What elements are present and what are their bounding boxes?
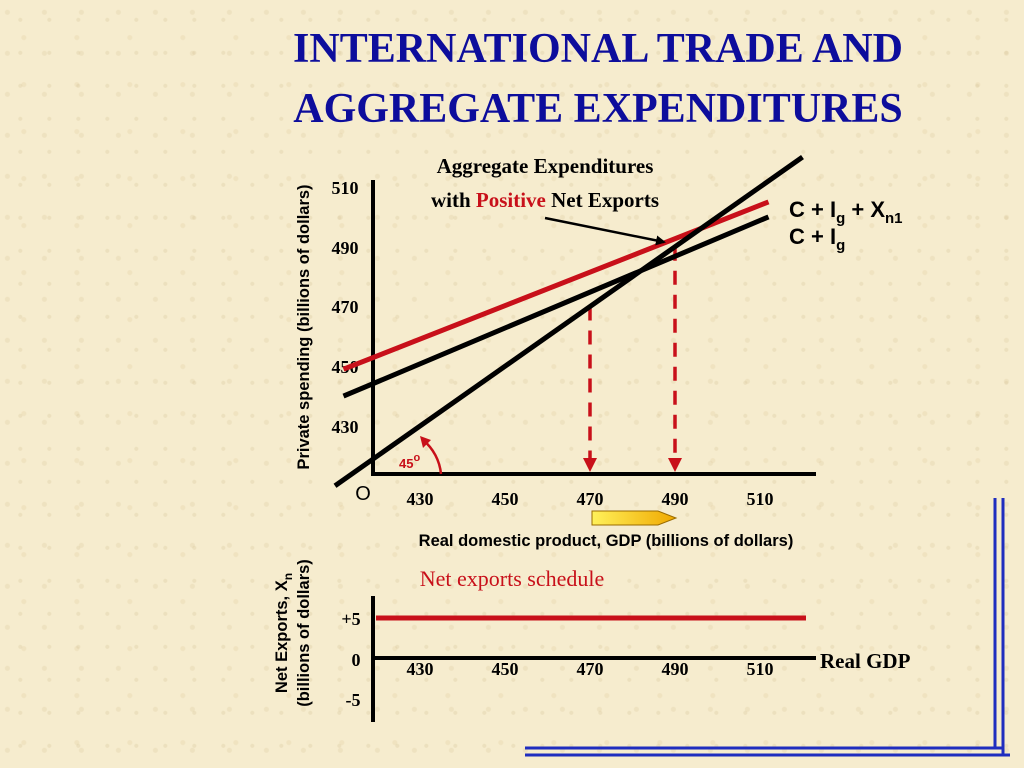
- annotation-arrow: [544, 216, 666, 246]
- bottom-x-tick: 430: [407, 659, 434, 679]
- top-y-tick: 490: [332, 238, 359, 258]
- top-x-tick: 450: [492, 489, 519, 509]
- c-plus-ig-line: [342, 214, 770, 399]
- top-y-ticks: 510 490 470 450 430: [332, 178, 359, 437]
- equilibrium-arrowhead-490: [668, 458, 682, 472]
- bottom-y-tick: +5: [341, 609, 360, 629]
- c-plus-ig-label: C + Ig: [789, 224, 845, 254]
- bottom-y-axis-label-1: Net Exports, Xn: [273, 573, 295, 693]
- equilibrium-arrowhead-470: [583, 458, 597, 472]
- top-x-tick: 430: [407, 489, 434, 509]
- forty-five-degree-line: [333, 155, 804, 488]
- top-y-tick: 470: [332, 297, 359, 317]
- title-line-2: AGGREGATE EXPENDITURES: [293, 86, 903, 132]
- bottom-x-tick: 450: [492, 659, 519, 679]
- title-line-1: INTERNATIONAL TRADE AND: [293, 26, 903, 72]
- annotation-line-2: with Positive Net Exports: [431, 188, 659, 212]
- top-y-axis-label: Private spending (billions of dollars): [295, 184, 313, 469]
- top-x-axis-label: Real domestic product, GDP (billions of …: [419, 532, 794, 550]
- angle-arc-arrowhead: [420, 436, 431, 448]
- decorative-border: [525, 498, 1010, 757]
- bottom-x-axis-label: Real GDP: [820, 649, 911, 673]
- bottom-x-tick: 490: [662, 659, 689, 679]
- bottom-chart: Net Exports, Xn (billions of dollars) Ne…: [273, 559, 911, 722]
- top-x-tick: 510: [747, 489, 774, 509]
- top-y-tick: 430: [332, 417, 359, 437]
- net-exports-title: Net exports schedule: [420, 566, 605, 591]
- top-y-tick: 510: [332, 178, 359, 198]
- annotation-line-1: Aggregate Expenditures: [437, 154, 654, 178]
- top-x-tick: 470: [577, 489, 604, 509]
- c-plus-ig-plus-xn1-label: C + Ig + Xn1: [789, 197, 903, 227]
- bottom-x-tick: 510: [747, 659, 774, 679]
- right-arrow-icon: [591, 510, 678, 526]
- bottom-y-axis-label-2: (billions of dollars): [295, 559, 313, 707]
- bottom-x-tick: 470: [577, 659, 604, 679]
- angle-label: 45o: [399, 452, 420, 471]
- top-x-tick: 490: [662, 489, 689, 509]
- bottom-y-tick: 0: [352, 650, 361, 670]
- top-x-ticks: 430 450 470 490 510: [407, 489, 774, 509]
- bottom-y-tick: -5: [346, 690, 361, 710]
- origin-label: O: [355, 483, 371, 505]
- top-chart: Private spending (billions of dollars) 5…: [295, 154, 903, 550]
